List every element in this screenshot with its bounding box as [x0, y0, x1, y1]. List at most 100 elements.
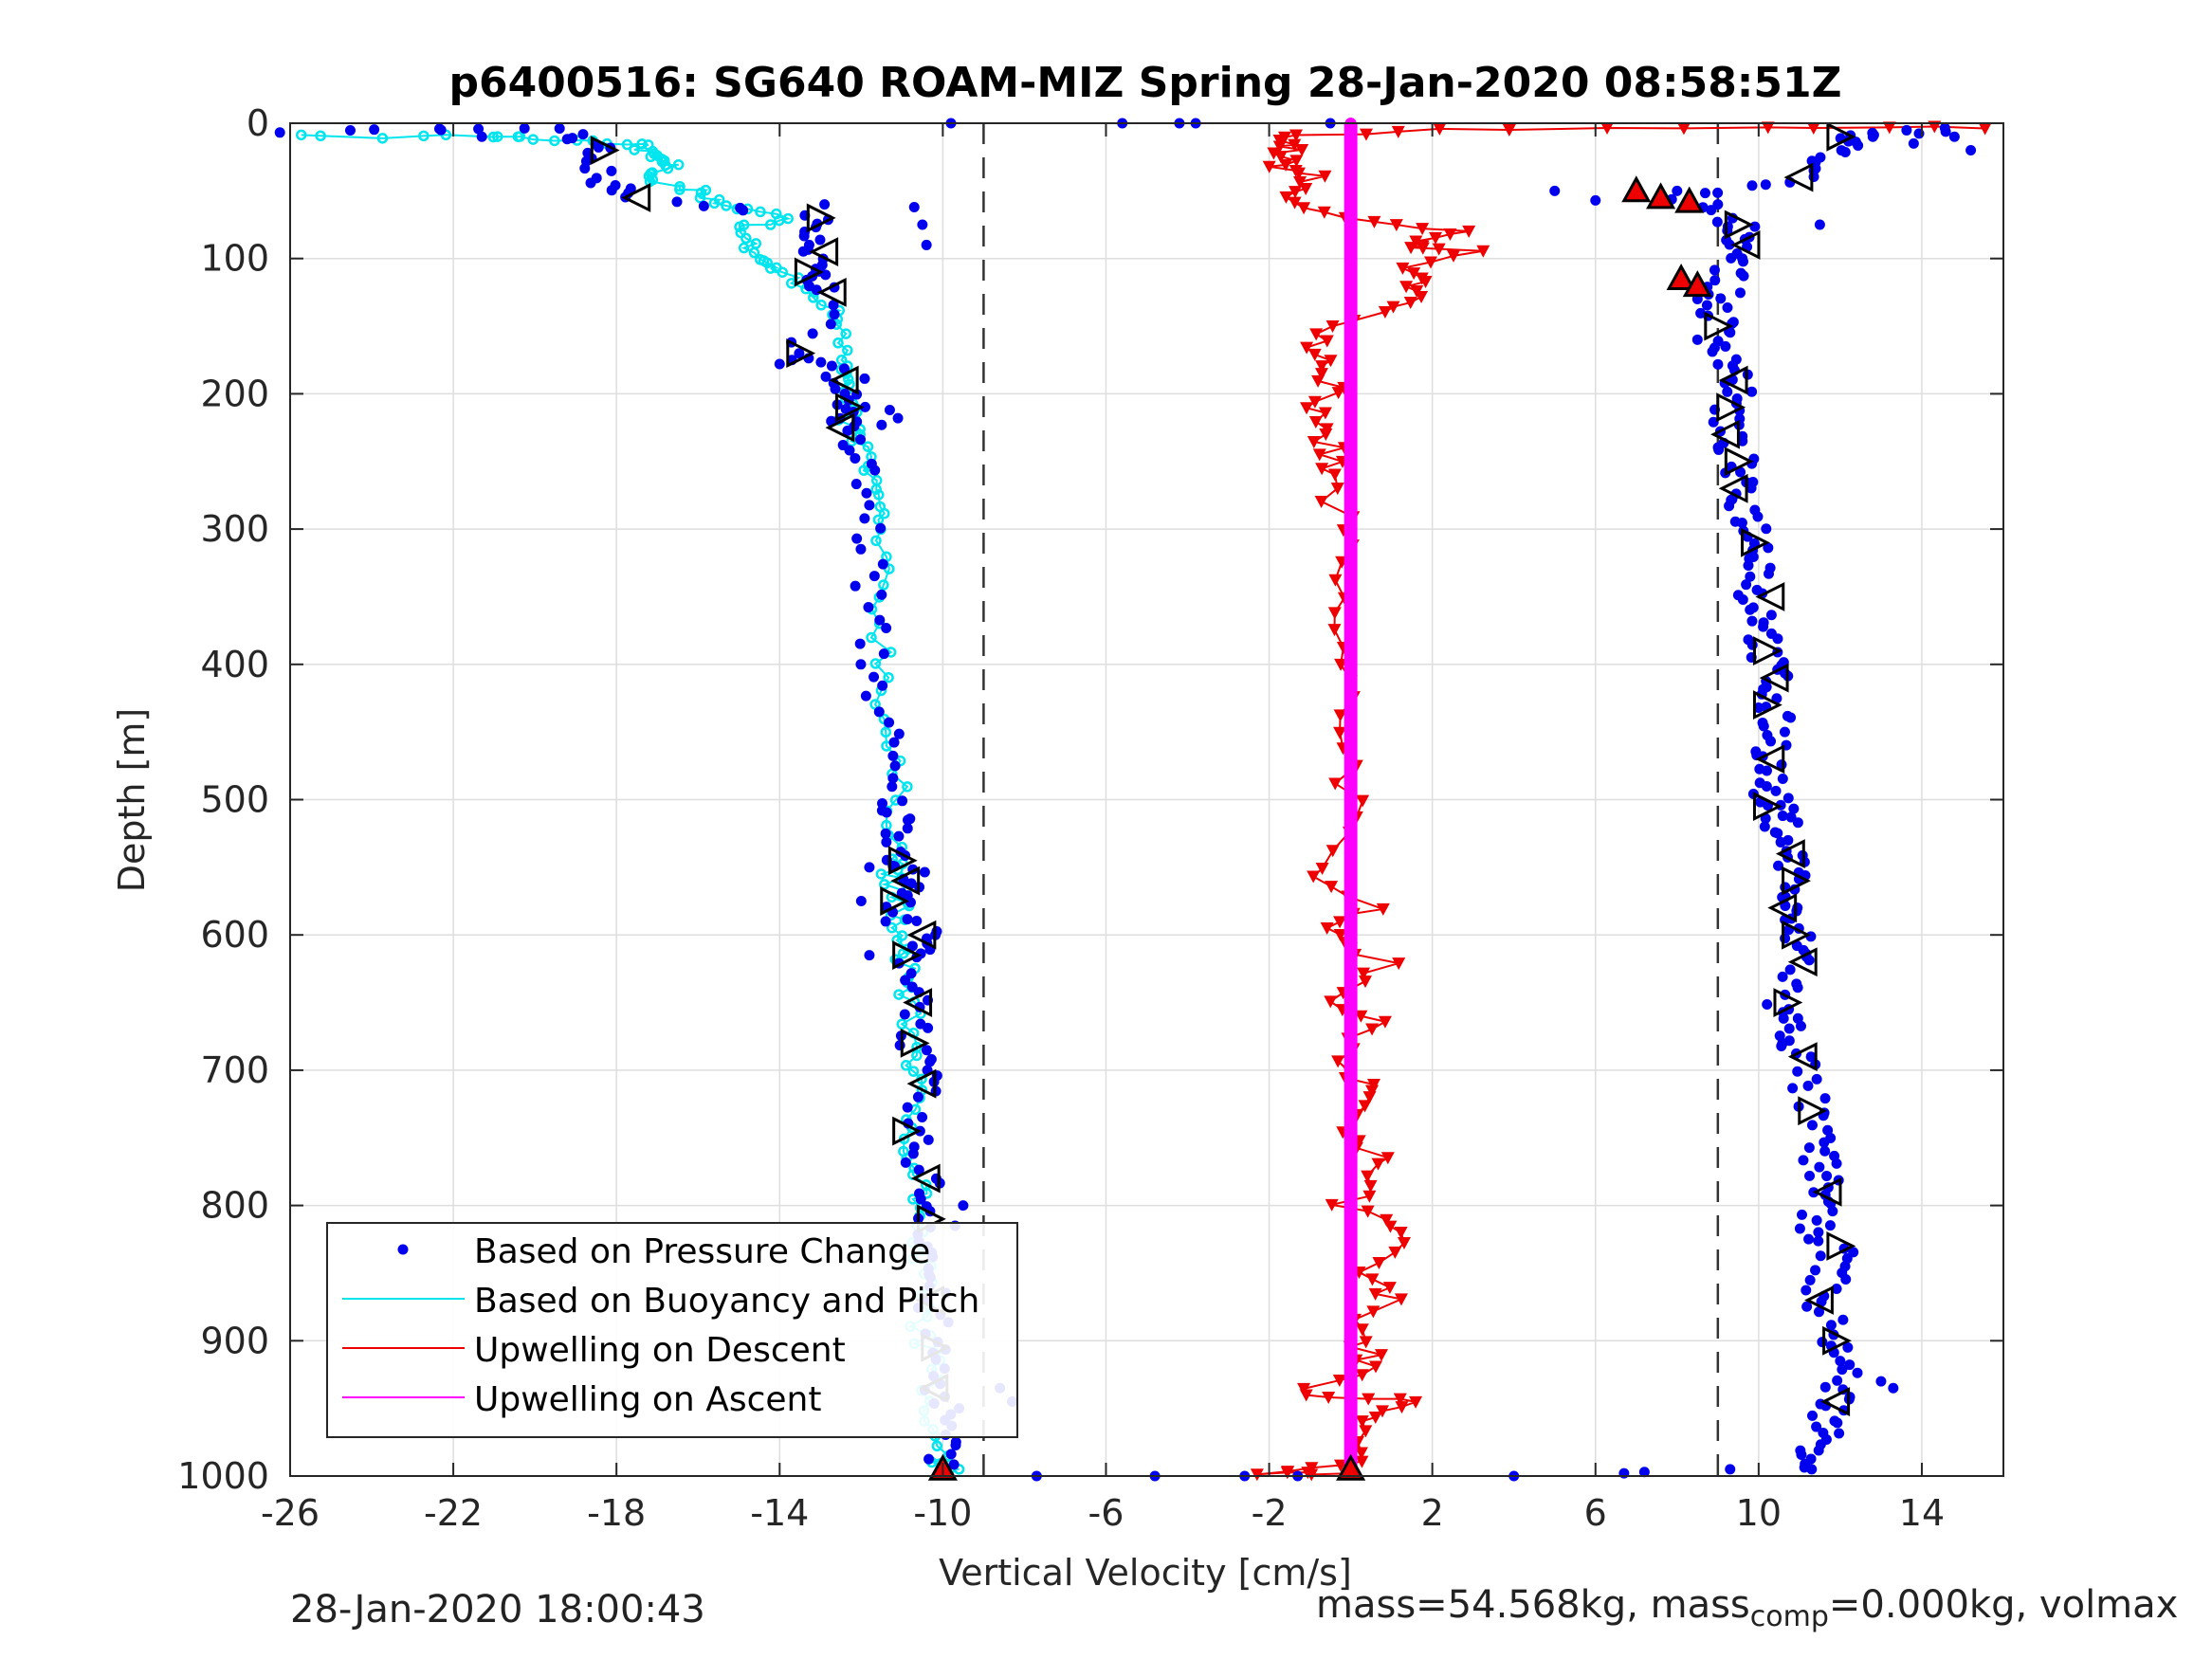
- ascent-upwelling-marker: [1344, 1319, 1357, 1331]
- apogee-marker: [1682, 270, 1712, 298]
- buoyancy-marker: [492, 131, 503, 142]
- pressure-change-dot: [825, 319, 836, 330]
- pressure-change-dot: [1821, 1170, 1833, 1181]
- buoyancy-marker: [862, 441, 874, 452]
- ascent-upwelling-marker: [1344, 410, 1357, 422]
- descent-upwelling-marker: [1272, 140, 1287, 154]
- y-tick-label: 300: [200, 508, 269, 550]
- descent-upwelling-marker: [1368, 1287, 1382, 1301]
- descent-upwelling-marker: [1389, 219, 1403, 232]
- ascent-upwelling-marker: [1344, 1351, 1357, 1363]
- ascent-upwelling-marker: [1344, 523, 1357, 536]
- pressure-change-dot: [1875, 1376, 1887, 1387]
- pressure-change-dot: [585, 177, 596, 189]
- pressure-change-dot: [1725, 1464, 1736, 1475]
- descent-upwelling-marker: [1367, 215, 1381, 228]
- pressure-change-dot: [1801, 1301, 1813, 1312]
- ascent-upwelling-marker: [1344, 246, 1357, 259]
- turn-marker: [1798, 1096, 1828, 1126]
- apogee-marker: [1674, 186, 1705, 213]
- descent-upwelling-marker: [1380, 1152, 1395, 1165]
- pressure-change-dot: [864, 950, 875, 961]
- pressure-change-dot: [855, 896, 867, 907]
- pressure-change-dot: [1803, 1233, 1815, 1245]
- pressure-change-dot: [923, 1134, 934, 1145]
- buoyancy-marker: [878, 507, 890, 520]
- pressure-change-dot: [1772, 828, 1783, 839]
- pressure-change-dot: [274, 127, 285, 138]
- turn-marker: [794, 257, 824, 287]
- ascent-upwelling-marker: [1344, 426, 1357, 438]
- descent-upwelling-marker: [1388, 1246, 1402, 1259]
- pressure-change-dot: [1777, 774, 1788, 785]
- pressure-change-dot: [1765, 736, 1777, 747]
- descent-upwelling-marker: [1262, 160, 1276, 173]
- pressure-change-dot: [1827, 1206, 1838, 1217]
- pressure-change-dot: [1831, 1283, 1842, 1294]
- pressure-change-dot: [851, 533, 863, 544]
- descent-upwelling-marker: [1359, 128, 1373, 141]
- pressure-change-dot: [1813, 1445, 1824, 1456]
- buoyancy-marker: [764, 219, 777, 230]
- buoyancy-marker: [755, 206, 766, 218]
- pressure-change-dot: [869, 465, 881, 476]
- ascent-upwelling-marker: [1344, 1253, 1357, 1266]
- buoyancy-marker: [629, 144, 640, 155]
- pressure-change-dot: [1737, 594, 1748, 606]
- pressure-change-dot: [1752, 511, 1764, 522]
- pressure-change-dot: [819, 199, 831, 210]
- ascent-upwelling-marker: [1344, 264, 1357, 276]
- descent-upwelling-marker: [1297, 1382, 1311, 1395]
- buoyancy-marker: [880, 726, 892, 738]
- pressure-change-dot: [1715, 293, 1727, 304]
- ascent-upwelling-marker: [1344, 685, 1357, 698]
- pressure-change-dot: [519, 122, 530, 134]
- ascent-upwelling-marker: [1344, 1367, 1357, 1379]
- descent-upwelling-marker: [1277, 131, 1291, 144]
- y-tick-label: 0: [247, 102, 269, 144]
- turn-marker: [906, 920, 937, 950]
- descent-upwelling-marker: [1806, 122, 1820, 136]
- pressure-change-dot: [950, 1439, 961, 1450]
- turn-marker: [829, 365, 859, 395]
- pressure-change-dot: [912, 1091, 923, 1103]
- descent-upwelling-marker: [1320, 921, 1334, 935]
- pressure-change-dot: [923, 1453, 935, 1465]
- descent-upwelling-marker: [1359, 1336, 1373, 1349]
- pressure-change-dot: [1797, 1209, 1808, 1220]
- descent-upwelling-marker: [1429, 231, 1443, 245]
- legend: Based on Pressure Change Based on Buoyanc…: [326, 1222, 1018, 1438]
- y-axis-label: Depth [m]: [111, 708, 153, 893]
- mass-text: mass=54.568kg, mass: [1316, 1583, 1750, 1627]
- ascent-upwelling-marker: [1344, 1010, 1357, 1022]
- ascent-upwelling-marker: [1344, 393, 1357, 406]
- descent-upwelling-marker: [1359, 1425, 1373, 1438]
- pressure-change-dot: [1726, 252, 1737, 264]
- descent-upwelling-marker: [1250, 1468, 1264, 1482]
- pressure-change-dot: [919, 866, 930, 878]
- pressure-change-dot: [907, 1148, 919, 1159]
- buoyancy-marker: [866, 631, 877, 644]
- pressure-change-dot: [1831, 1158, 1842, 1169]
- pressure-change-dot: [1811, 1421, 1822, 1432]
- descent-upwelling-marker: [1327, 468, 1342, 482]
- descent-upwelling-marker: [1443, 228, 1457, 242]
- ascent-upwelling-marker: [1344, 734, 1357, 746]
- descent-upwelling-marker: [1395, 1401, 1409, 1414]
- pressure-change-dot: [369, 124, 380, 136]
- descent-upwelling-marker: [1308, 415, 1323, 428]
- ascent-upwelling-marker: [1344, 312, 1357, 324]
- descent-upwelling-marker: [1359, 975, 1373, 989]
- descent-upwelling-marker: [1288, 138, 1302, 152]
- ascent-upwelling-marker: [1344, 604, 1357, 616]
- buoyancy-marker: [721, 200, 732, 211]
- descent-upwelling-marker: [1334, 658, 1348, 671]
- turn-marker: [1782, 866, 1811, 896]
- turn-marker: [890, 866, 921, 896]
- pressure-change-dot: [887, 781, 898, 793]
- buoyancy-marker: [748, 246, 760, 259]
- descent-upwelling-marker: [1365, 1085, 1380, 1098]
- ascent-upwelling-marker: [1344, 1107, 1357, 1120]
- footer-mass-info: mass=54.568kg, masscomp=0.000kg, volmax: [1316, 1583, 2178, 1633]
- descent-upwelling-marker: [1279, 158, 1293, 172]
